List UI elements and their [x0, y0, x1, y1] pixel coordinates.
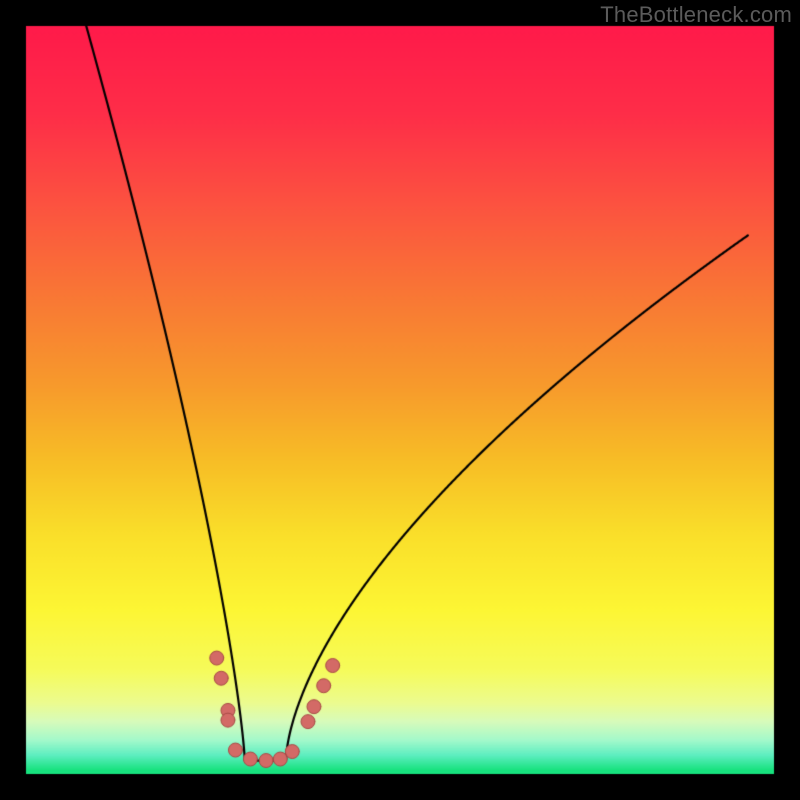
chart-container: TheBottleneck.com — [0, 0, 800, 800]
watermark-text: TheBottleneck.com — [600, 2, 792, 28]
bottleneck-curve-chart — [0, 0, 800, 800]
